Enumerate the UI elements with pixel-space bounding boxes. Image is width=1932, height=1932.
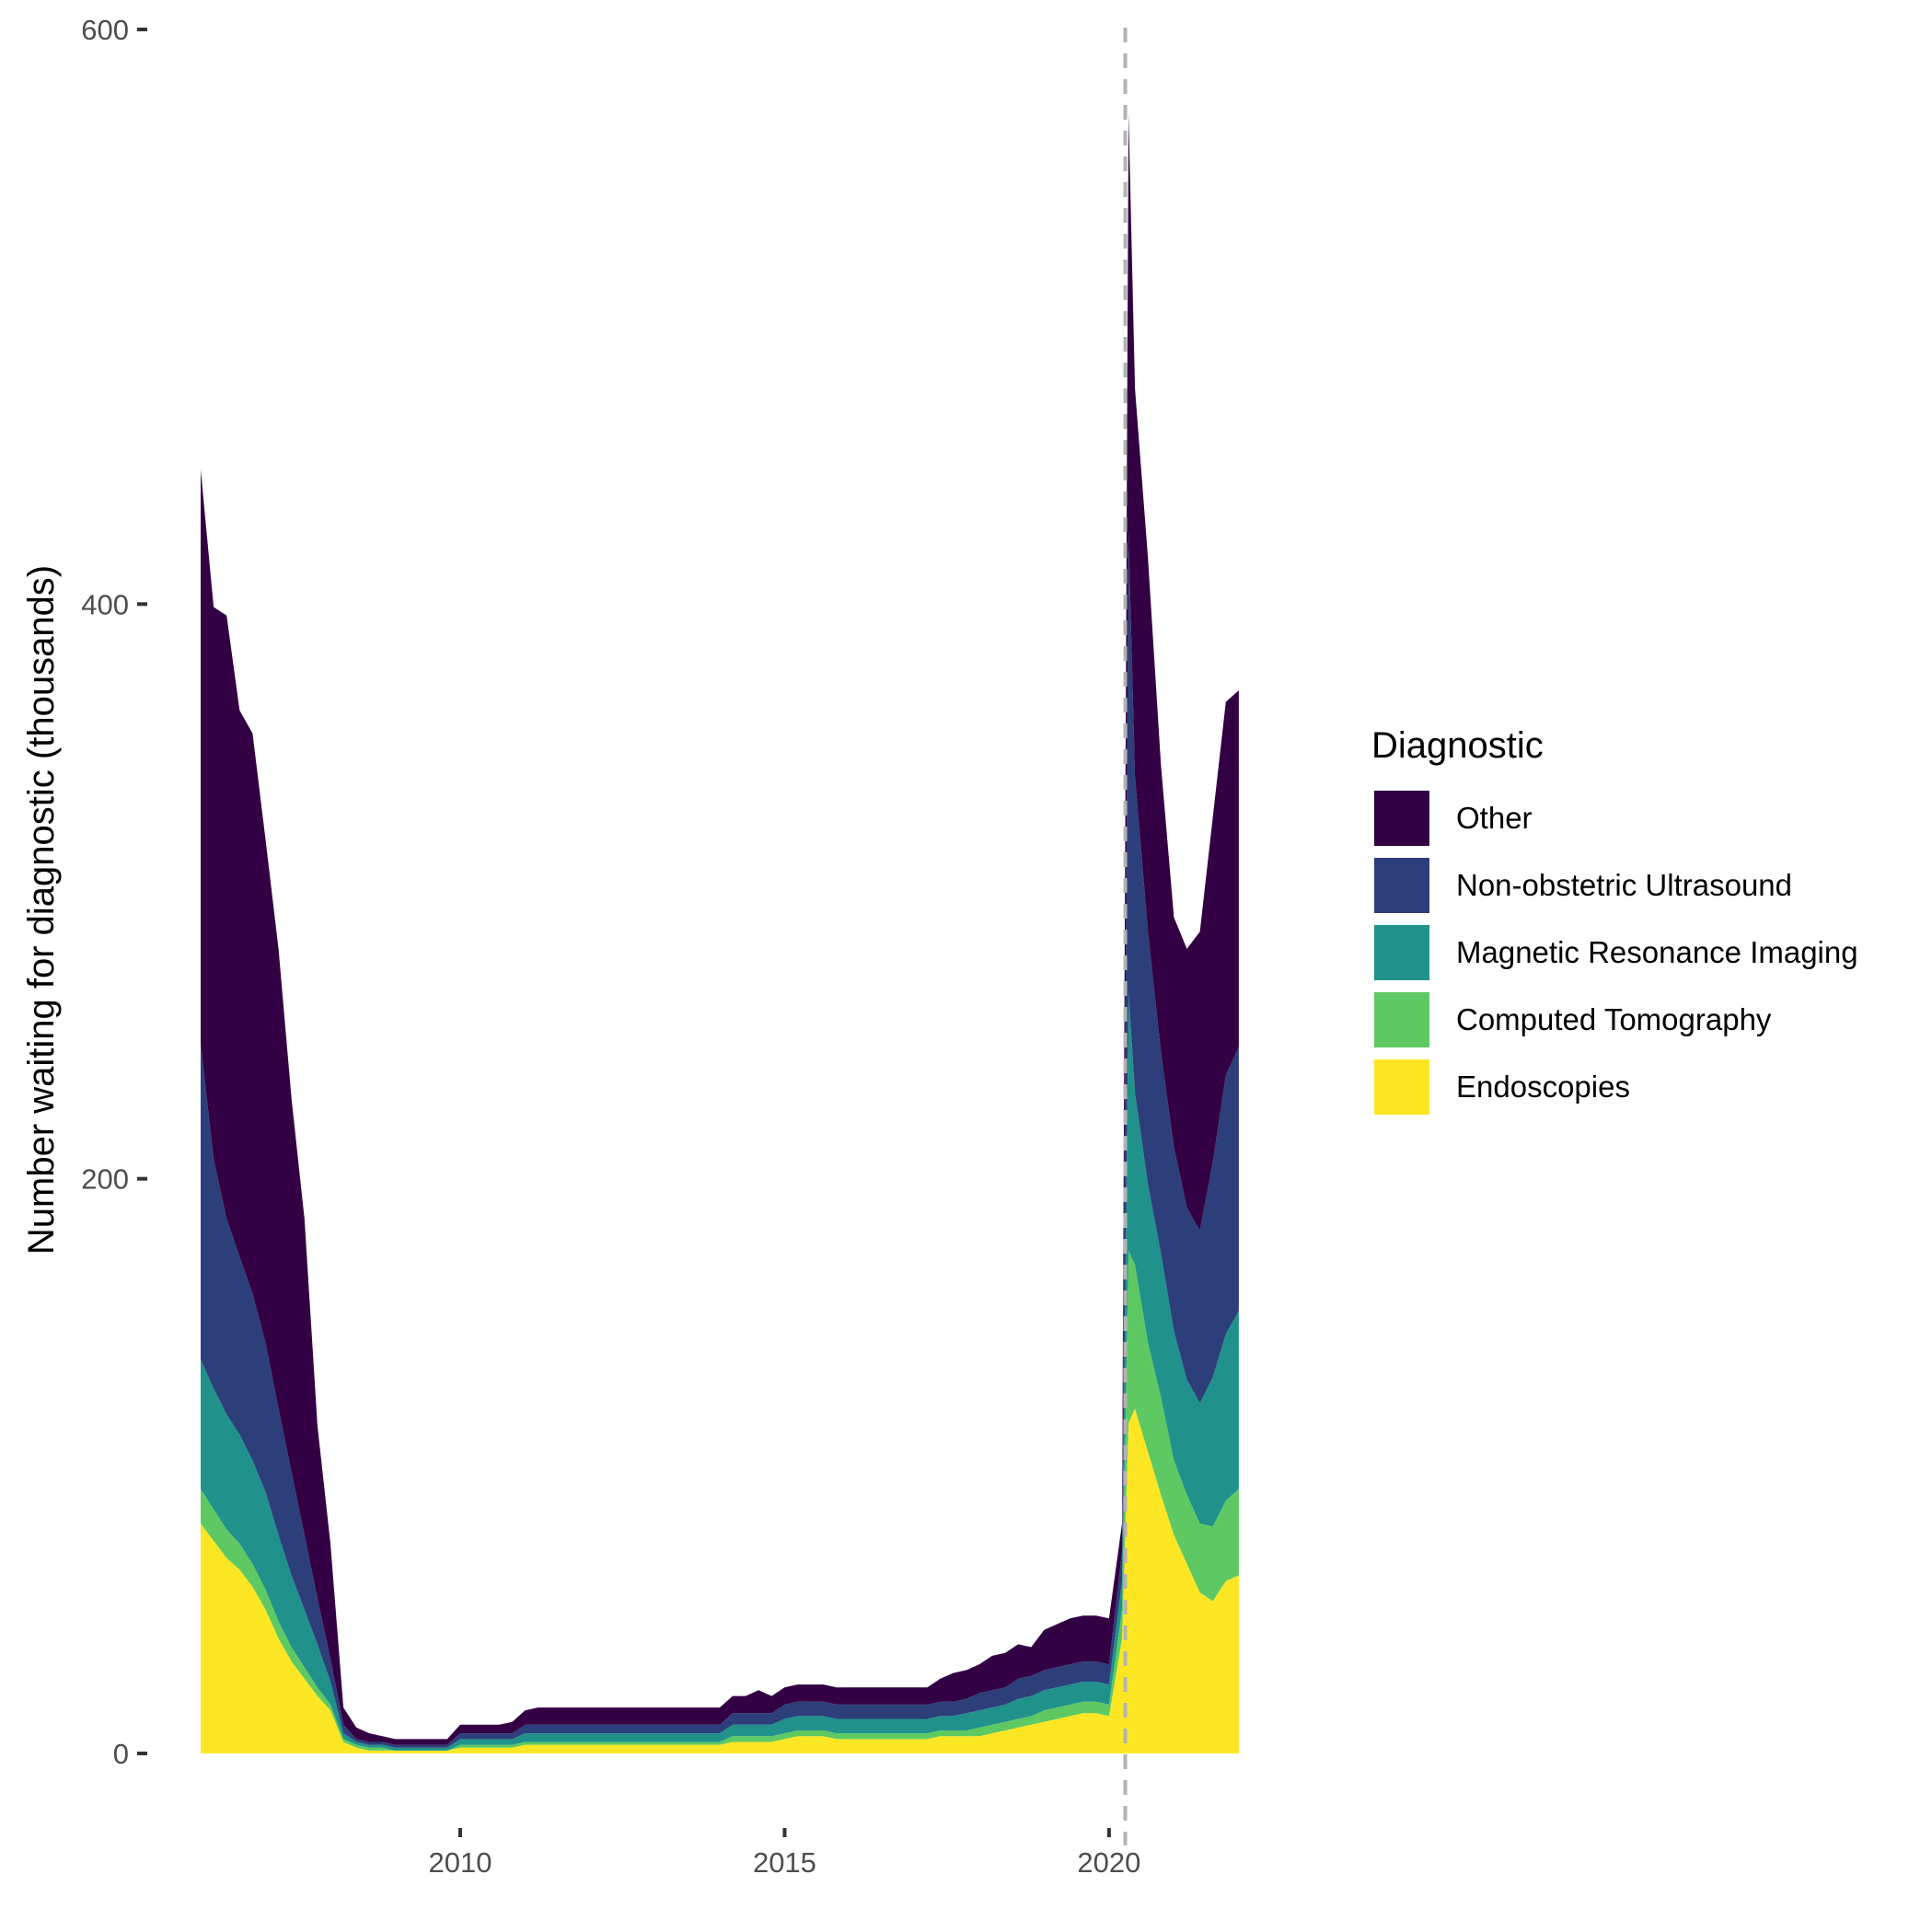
- legend-item: Endoscopies: [1371, 1053, 1858, 1120]
- area-other: [201, 112, 1239, 1745]
- legend-title: Diagnostic: [1371, 725, 1544, 766]
- y-axis-title: Number waiting for diagnostic (thousands…: [21, 565, 62, 1255]
- legend-key: [1371, 854, 1432, 916]
- x-tick-label: 2020: [1077, 1846, 1140, 1879]
- x-tick-label: 2010: [428, 1846, 492, 1879]
- x-axis: 2010 2015 2020: [428, 1828, 1140, 1879]
- area-layers: [201, 112, 1239, 1753]
- legend-key: [1371, 1056, 1432, 1117]
- legend-key: [1371, 989, 1432, 1050]
- area-endoscopies: [201, 1408, 1239, 1753]
- area-non-obstetric-ultrasound: [201, 532, 1239, 1748]
- y-tick-label: 200: [81, 1163, 129, 1196]
- legend: Diagnostic Other Non-obstetric Ultrasound…: [1371, 727, 1858, 1120]
- legend-item: Other: [1371, 784, 1858, 851]
- legend-label: Other: [1456, 800, 1533, 835]
- y-tick-label: 0: [113, 1738, 129, 1770]
- x-tick-label: 2015: [753, 1846, 816, 1879]
- legend-item: Non-obstetric Ultrasound: [1371, 851, 1858, 919]
- legend-label: Magnetic Resonance Imaging: [1456, 934, 1858, 969]
- area-computed-tomography: [201, 1250, 1239, 1751]
- legend-label: Non-obstetric Ultrasound: [1456, 867, 1792, 902]
- y-tick-label: 400: [81, 588, 129, 620]
- legend-label: Endoscopies: [1456, 1069, 1630, 1104]
- legend-key: [1371, 921, 1432, 983]
- legend-items: Other Non-obstetric Ultrasound Magnetic Re…: [1371, 784, 1858, 1120]
- legend-item: Magnetic Resonance Imaging: [1371, 919, 1858, 986]
- y-axis: 0 200 400 600: [81, 14, 147, 1770]
- legend-item: Computed Tomography: [1371, 986, 1858, 1053]
- y-tick-label: 600: [81, 14, 129, 46]
- legend-label: Computed Tomography: [1456, 1001, 1772, 1036]
- legend-key: [1371, 787, 1432, 849]
